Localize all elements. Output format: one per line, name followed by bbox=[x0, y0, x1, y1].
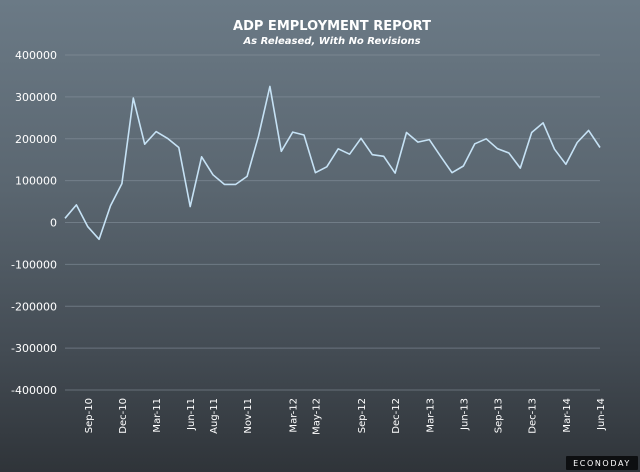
x-tick-label: May-12 bbox=[311, 398, 322, 435]
x-tick-label: Dec-10 bbox=[118, 398, 129, 434]
y-tick-label: 300000 bbox=[15, 91, 57, 104]
watermark-box bbox=[566, 456, 638, 470]
y-axis: 400000 300000 200000 100000 0 -100000 -200000 -… bbox=[11, 49, 57, 397]
x-axis: Sep-10 Dec-10 Mar-11 Jun-11 Aug-11 Nov-11 Mar-… bbox=[84, 398, 607, 435]
x-tick-label: Mar-13 bbox=[425, 398, 436, 433]
x-tick-label: Nov-11 bbox=[243, 398, 254, 434]
x-tick-label: Aug-11 bbox=[209, 398, 220, 434]
x-tick-label: Mar-11 bbox=[152, 398, 163, 433]
y-tick-label: -400000 bbox=[11, 384, 57, 397]
x-tick-label: Sep-10 bbox=[84, 398, 95, 433]
x-tick-label: Jun-11 bbox=[186, 398, 197, 431]
x-tick-label: Mar-14 bbox=[562, 398, 573, 433]
watermark: ECONODAY bbox=[566, 456, 638, 470]
y-tick-label: 0 bbox=[50, 217, 57, 230]
y-tick-label: -200000 bbox=[11, 300, 57, 313]
y-tick-label: -300000 bbox=[11, 342, 57, 355]
x-tick-label: Jun-13 bbox=[459, 398, 470, 431]
y-tick-label: 400000 bbox=[15, 49, 57, 62]
chart-subtitle: As Released, With No Revisions bbox=[242, 36, 420, 47]
x-tick-label: Sep-13 bbox=[494, 398, 505, 433]
x-tick-label: Jun-14 bbox=[596, 398, 607, 431]
y-tick-label: 100000 bbox=[15, 175, 57, 188]
x-tick-label: Dec-13 bbox=[528, 398, 539, 434]
x-tick-label: Sep-12 bbox=[357, 398, 368, 433]
watermark-text: ECONODAY bbox=[573, 459, 631, 468]
series-line bbox=[64, 85, 601, 241]
x-tick-label: Mar-12 bbox=[289, 398, 300, 433]
chart-title: ADP EMPLOYMENT REPORT bbox=[233, 19, 431, 34]
y-tick-label: 200000 bbox=[15, 133, 57, 146]
grid-layer bbox=[65, 54, 600, 391]
y-tick-label: -100000 bbox=[11, 258, 57, 271]
series-layer bbox=[64, 85, 601, 241]
x-tick-label: Dec-12 bbox=[391, 398, 402, 434]
